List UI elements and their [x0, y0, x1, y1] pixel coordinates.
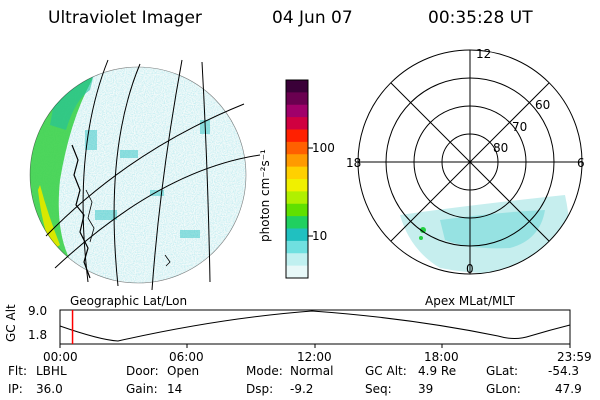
glat-label: GLat:: [486, 364, 519, 378]
mode-value: Normal: [290, 364, 334, 378]
date-label: 04 Jun 07: [272, 8, 353, 28]
colorbar-stripe: [286, 203, 308, 217]
dsp-label: Dsp:: [246, 382, 274, 396]
gain-label: Gain:: [126, 382, 158, 396]
colorbar-stripe: [286, 117, 308, 130]
dsp-value: -9.2: [290, 382, 314, 396]
seq-value: 39: [418, 382, 434, 396]
ip-label: IP:: [8, 382, 23, 396]
gc-alt-label: GC Alt:: [365, 364, 407, 378]
timeline-xtick-0000: 00:00: [43, 350, 78, 364]
mlt-label-0: 0: [466, 262, 474, 276]
gain-value: 14: [167, 382, 183, 396]
colorbar-stripe: [286, 141, 308, 155]
glat-value: -54.3: [548, 364, 580, 378]
colorbar-stripe: [286, 166, 308, 180]
timeline-xtick-0600: 06:00: [169, 350, 204, 364]
timeline-xtick-1200: 12:00: [297, 350, 332, 364]
door-label: Door:: [126, 364, 159, 378]
colorbar-stripe: [286, 253, 308, 267]
mlt-label-12: 12: [476, 47, 492, 61]
mlat-label-80: 80: [493, 141, 509, 155]
time-label: 00:35:28 UT: [428, 8, 533, 28]
glon-label: GLon:: [486, 382, 521, 396]
timeline-ylabel: GC Alt: [4, 304, 18, 342]
colorbar-stripe: [286, 216, 308, 229]
altitude-curve: [59, 310, 571, 342]
mlt-label-6: 6: [577, 156, 585, 170]
timeline-xtick-2359: 23:59: [557, 350, 592, 364]
colorbar-stripe: [286, 240, 308, 254]
earth-disk-image: [30, 67, 246, 283]
app-title: Ultraviolet Imager: [48, 8, 202, 28]
colorbar-stripe: [286, 129, 308, 143]
ip-value: 36.0: [36, 382, 63, 396]
colorbar-stripe: [286, 265, 308, 279]
colorbar-stripe: [286, 179, 308, 192]
timeline-panel: [59, 309, 571, 348]
colorbar-tick-100: 100: [312, 141, 335, 155]
gc-alt-value: 4.9 Re: [418, 364, 457, 378]
apex-label: Apex MLat/MLT: [425, 294, 515, 308]
colorbar-stripe: [286, 228, 308, 242]
glon-value: 47.9: [555, 382, 582, 396]
colorbar-stripe: [286, 191, 308, 205]
timeline-ytick-min: 1.8: [28, 328, 48, 342]
door-value: Open: [167, 364, 200, 378]
mlat-label-70: 70: [512, 120, 528, 134]
limb-bright-band: [38, 185, 60, 250]
colorbar-tick-10: 10: [312, 229, 328, 243]
colorbar-stripe: [286, 154, 308, 168]
colorbar: [285, 79, 313, 279]
mode-label: Mode:: [246, 364, 283, 378]
timeline-ytick-max: 9.0: [28, 304, 48, 318]
geographic-grid: [45, 59, 261, 291]
seq-label: Seq:: [365, 382, 392, 396]
flt-label: Flt:: [8, 364, 27, 378]
polar-plot: [357, 49, 583, 275]
mlat-label-60: 60: [535, 98, 551, 112]
colorbar-unit-label: photon cm⁻²s⁻¹: [258, 149, 272, 242]
colorbar-stripe: [286, 92, 308, 106]
timeline-xtick-1800: 18:00: [424, 350, 459, 364]
geographic-label: Geographic Lat/Lon: [70, 294, 188, 308]
flt-value: LBHL: [36, 364, 67, 378]
mlt-label-18: 18: [346, 156, 362, 170]
colorbar-stripe: [286, 80, 308, 93]
colorbar-stripe: [286, 104, 308, 118]
